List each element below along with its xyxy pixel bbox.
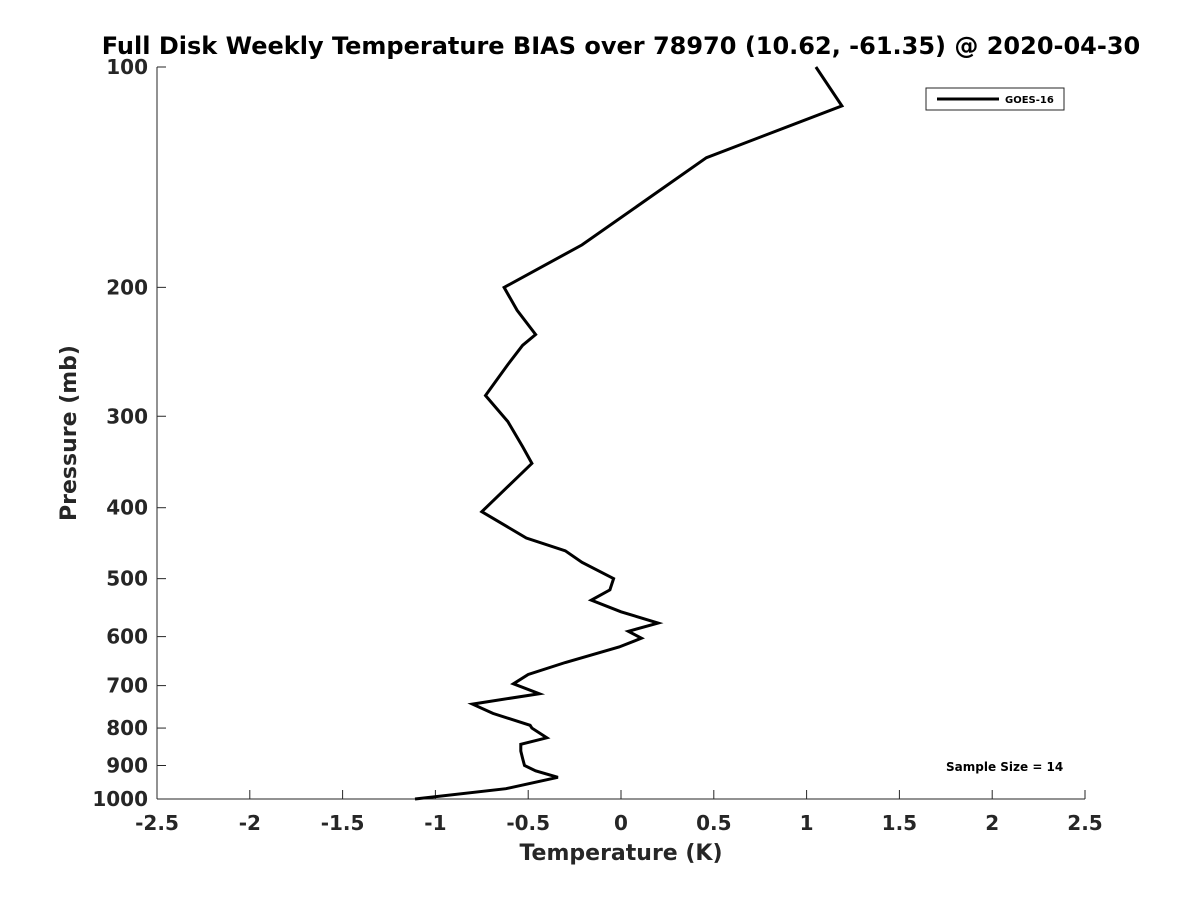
series-group xyxy=(414,66,845,801)
x-tick-label: -1 xyxy=(424,811,446,835)
x-axis-label: Temperature (K) xyxy=(519,841,722,866)
x-tick-label: -1.5 xyxy=(321,811,365,835)
legend-label-goes-16: GOES-16 xyxy=(1005,95,1054,106)
sample-size-annotation: Sample Size = 14 xyxy=(946,760,1063,774)
legend: GOES-16 xyxy=(925,87,1065,111)
y-tick-label: 1000 xyxy=(92,787,148,811)
y-axis: 100 200 300 400 500 600 700 800 900 1000 xyxy=(92,55,166,811)
y-tick-label: 400 xyxy=(106,496,148,520)
x-tick-label: 1 xyxy=(800,811,814,835)
plot-area xyxy=(157,67,1085,799)
x-tick-label: 2.5 xyxy=(1067,811,1102,835)
y-tick-label: 700 xyxy=(106,674,148,698)
x-axis: -2.5 -2 -1.5 -1 -0.5 0 0.5 1 1.5 2 2.5 xyxy=(135,790,1103,835)
y-tick-label: 500 xyxy=(106,567,148,591)
x-tick-label: -2 xyxy=(239,811,261,835)
x-tick-label: -2.5 xyxy=(135,811,179,835)
y-tick-label: 100 xyxy=(106,55,148,79)
y-tick-label: 300 xyxy=(106,404,148,428)
x-tick-label: 1.5 xyxy=(882,811,917,835)
x-tick-label: -0.5 xyxy=(506,811,550,835)
x-tick-label: 2 xyxy=(985,811,999,835)
y-axis-label: Pressure (mb) xyxy=(57,345,82,521)
y-tick-label: 900 xyxy=(106,754,148,778)
x-tick-label: 0.5 xyxy=(696,811,731,835)
y-tick-label: 800 xyxy=(106,716,148,740)
y-tick-label: 200 xyxy=(106,275,148,299)
x-tick-label: 0 xyxy=(614,811,628,835)
series-line-goes-16 xyxy=(414,66,845,801)
chart-title: Full Disk Weekly Temperature BIAS over 7… xyxy=(102,32,1141,60)
y-tick-label: 600 xyxy=(106,625,148,649)
